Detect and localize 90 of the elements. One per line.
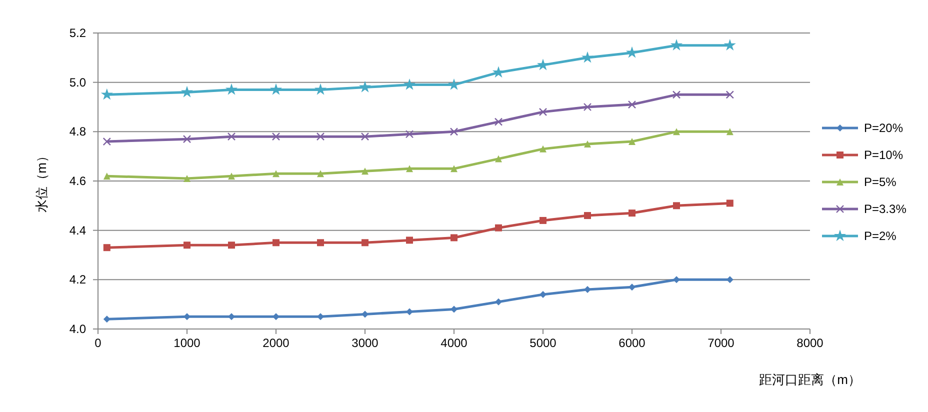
point	[628, 100, 636, 109]
point	[450, 165, 458, 172]
x-tick-label: 4000	[440, 336, 468, 350]
point	[317, 313, 324, 320]
y-tick-label: 4.6	[69, 174, 86, 188]
point	[673, 128, 680, 136]
point	[626, 46, 638, 58]
point	[180, 86, 194, 98]
x-tick-label: 6000	[618, 336, 646, 350]
point	[581, 51, 594, 63]
point	[494, 118, 503, 126]
point	[670, 39, 683, 50]
point	[724, 39, 736, 50]
point	[100, 88, 113, 100]
point	[495, 298, 502, 306]
x-tick-label: 5000	[530, 336, 557, 350]
x-tick-label: 0	[94, 336, 102, 350]
point	[272, 239, 280, 246]
point	[536, 58, 550, 70]
point	[540, 290, 546, 298]
legend-label: P=20%	[864, 121, 904, 135]
point	[317, 170, 324, 178]
point	[495, 155, 502, 162]
x-tick-label: 1000	[174, 336, 201, 350]
point	[406, 236, 413, 244]
legend-label: P=5%	[864, 175, 897, 189]
y-tick-label: 4.2	[69, 272, 86, 287]
point	[583, 102, 592, 112]
point	[103, 316, 110, 323]
point	[272, 170, 280, 178]
point	[673, 202, 680, 210]
point	[228, 313, 235, 320]
point	[726, 90, 734, 99]
point	[316, 132, 325, 141]
x-tick-label: 3000	[352, 336, 379, 350]
legend-label: P=3.3%	[864, 202, 907, 216]
point	[102, 137, 111, 146]
point	[584, 212, 591, 220]
y-tick-label: 5.2	[69, 26, 86, 40]
x-tick-label: 8000	[796, 336, 824, 350]
point	[362, 168, 368, 175]
point	[184, 313, 190, 320]
y-tick-label: 4.8	[69, 124, 86, 139]
point	[628, 284, 636, 291]
point	[672, 90, 681, 99]
point	[184, 242, 190, 249]
point	[403, 78, 416, 90]
legend-label: P=10%	[864, 148, 904, 162]
point	[540, 145, 546, 152]
point	[103, 172, 110, 180]
point	[406, 308, 413, 316]
point	[628, 210, 636, 217]
point	[450, 128, 458, 136]
point	[103, 244, 110, 252]
x-axis-title: 距河口距离（m）	[759, 372, 861, 387]
point	[538, 108, 548, 116]
legend-label: P=2%	[864, 229, 897, 243]
x-tick-label: 2000	[262, 336, 290, 350]
point	[358, 80, 372, 92]
x-tick-label: 7000	[708, 336, 735, 350]
point	[584, 140, 591, 148]
point	[228, 172, 235, 180]
point	[540, 216, 546, 224]
y-tick-label: 4.4	[69, 223, 86, 238]
point	[405, 130, 414, 138]
point	[184, 175, 190, 182]
point	[182, 134, 192, 144]
point	[628, 138, 636, 146]
point	[362, 310, 368, 318]
point	[272, 313, 280, 320]
point	[450, 306, 458, 313]
point	[673, 276, 680, 284]
point	[225, 83, 238, 95]
point	[228, 242, 235, 249]
point	[360, 132, 370, 141]
point	[317, 239, 324, 246]
point	[726, 200, 734, 207]
point	[272, 132, 280, 141]
point	[362, 239, 368, 246]
point	[227, 132, 236, 141]
y-tick-label: 4.0	[69, 322, 86, 336]
point	[495, 224, 502, 232]
point	[726, 128, 734, 136]
point	[314, 83, 327, 95]
y-axis-title: 水位（m）	[34, 150, 49, 212]
point	[406, 165, 413, 172]
point	[450, 234, 458, 242]
point	[584, 286, 591, 294]
y-tick-label: 5.0	[69, 75, 86, 90]
point	[270, 83, 282, 95]
